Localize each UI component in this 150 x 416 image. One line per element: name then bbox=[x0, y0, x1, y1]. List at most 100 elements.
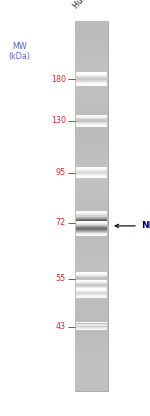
Text: 43: 43 bbox=[56, 322, 66, 331]
Bar bbox=[76, 124, 107, 125]
Bar bbox=[76, 272, 107, 273]
Bar bbox=[76, 232, 107, 233]
Bar bbox=[76, 172, 107, 173]
Bar bbox=[76, 329, 107, 330]
Bar bbox=[76, 80, 107, 81]
Bar bbox=[75, 181, 108, 188]
Bar bbox=[76, 231, 107, 232]
Bar bbox=[75, 156, 108, 163]
Bar bbox=[75, 21, 108, 27]
Bar bbox=[76, 276, 107, 277]
Bar bbox=[76, 288, 107, 289]
Bar bbox=[75, 126, 108, 132]
Bar bbox=[76, 283, 107, 284]
Bar bbox=[75, 237, 108, 243]
Bar bbox=[75, 95, 108, 101]
Bar bbox=[76, 73, 107, 74]
Bar bbox=[76, 324, 107, 325]
Text: 130: 130 bbox=[51, 116, 66, 125]
Bar bbox=[76, 327, 107, 328]
Bar bbox=[76, 288, 107, 289]
Bar bbox=[75, 52, 108, 58]
Bar bbox=[76, 292, 107, 293]
Bar bbox=[76, 328, 107, 329]
Bar bbox=[75, 169, 108, 175]
Bar bbox=[76, 214, 107, 215]
Bar bbox=[76, 277, 107, 278]
Bar bbox=[75, 113, 108, 119]
Bar bbox=[75, 354, 108, 360]
Bar bbox=[76, 174, 107, 175]
Bar bbox=[76, 229, 107, 230]
Bar bbox=[76, 76, 107, 77]
Bar bbox=[76, 167, 107, 168]
Bar bbox=[76, 170, 107, 171]
Bar bbox=[75, 119, 108, 126]
Bar bbox=[76, 227, 107, 228]
Bar bbox=[76, 230, 107, 231]
Bar bbox=[75, 379, 108, 385]
Bar bbox=[76, 215, 107, 216]
Bar bbox=[75, 70, 108, 77]
Bar bbox=[76, 282, 107, 283]
Bar bbox=[76, 169, 107, 170]
Text: 72: 72 bbox=[56, 218, 66, 227]
Bar bbox=[75, 317, 108, 323]
Bar bbox=[75, 206, 108, 212]
Bar bbox=[75, 163, 108, 169]
Bar bbox=[75, 132, 108, 138]
Bar bbox=[75, 77, 108, 82]
Bar bbox=[76, 219, 107, 220]
Bar bbox=[76, 168, 107, 169]
Bar bbox=[76, 121, 107, 122]
Bar bbox=[76, 175, 107, 176]
Bar bbox=[76, 221, 107, 223]
Bar bbox=[75, 89, 108, 95]
Bar bbox=[76, 176, 107, 177]
Bar bbox=[76, 119, 107, 120]
Bar bbox=[75, 187, 108, 193]
Bar bbox=[76, 281, 107, 282]
Bar bbox=[76, 210, 107, 212]
Bar bbox=[76, 224, 107, 225]
Bar bbox=[75, 225, 108, 230]
Bar bbox=[75, 292, 108, 299]
Bar bbox=[76, 284, 107, 285]
Bar bbox=[76, 212, 107, 213]
Bar bbox=[76, 231, 107, 232]
Bar bbox=[76, 233, 107, 235]
Text: Human brain: Human brain bbox=[72, 0, 112, 10]
Bar bbox=[75, 138, 108, 144]
Bar bbox=[75, 305, 108, 311]
Bar bbox=[75, 101, 108, 107]
Bar bbox=[75, 243, 108, 249]
Bar bbox=[76, 120, 107, 121]
Bar bbox=[76, 228, 107, 229]
Bar bbox=[76, 125, 107, 126]
Bar bbox=[76, 77, 107, 78]
Bar bbox=[76, 225, 107, 226]
Bar bbox=[76, 230, 107, 231]
Bar bbox=[76, 287, 107, 288]
Bar bbox=[76, 285, 107, 286]
Bar bbox=[75, 21, 108, 391]
Bar bbox=[75, 58, 108, 64]
Text: 180: 180 bbox=[51, 74, 66, 84]
Bar bbox=[75, 311, 108, 317]
Bar bbox=[76, 218, 107, 219]
Bar bbox=[76, 177, 107, 178]
Text: MW
(kDa): MW (kDa) bbox=[9, 42, 30, 61]
Bar bbox=[76, 85, 107, 86]
Bar bbox=[75, 200, 108, 206]
Bar bbox=[76, 173, 107, 174]
Bar bbox=[75, 323, 108, 329]
Bar bbox=[76, 225, 107, 226]
Bar bbox=[76, 279, 107, 280]
Bar bbox=[76, 221, 107, 222]
Bar bbox=[76, 78, 107, 79]
Text: 55: 55 bbox=[56, 274, 66, 283]
Bar bbox=[76, 294, 107, 295]
Bar bbox=[76, 296, 107, 297]
Bar bbox=[76, 273, 107, 274]
Bar bbox=[76, 278, 107, 279]
